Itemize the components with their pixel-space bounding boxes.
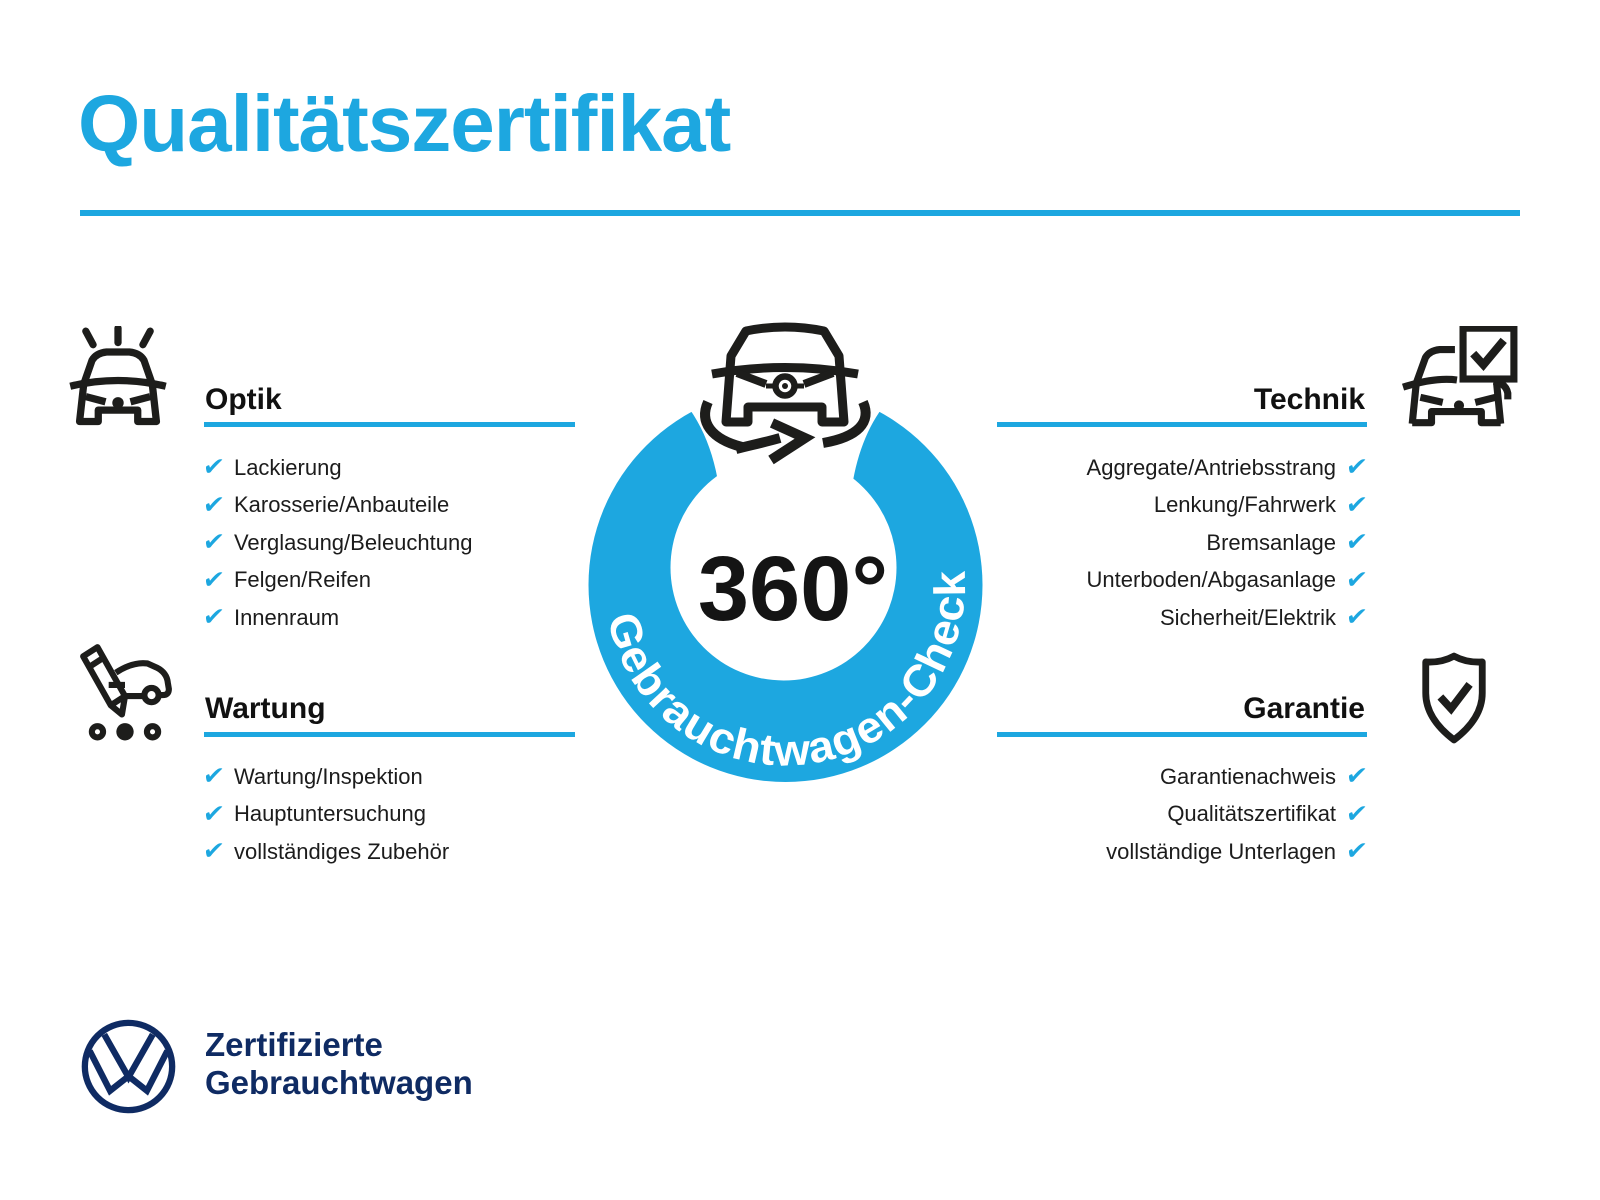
check-icon: ✔ bbox=[1344, 762, 1370, 791]
check-icon: ✔ bbox=[201, 799, 226, 828]
technik-checklist: ✔ Aggregate/Antriebsstrang ✔ Lenkung/Fah… bbox=[1086, 449, 1370, 637]
section-title-optik: Optik bbox=[205, 383, 282, 416]
checklist-item: ✔ Unterboden/Abgasanlage bbox=[1086, 562, 1370, 600]
check-icon: ✔ bbox=[1344, 490, 1370, 519]
check-icon: ✔ bbox=[1344, 565, 1370, 594]
shield-check-icon bbox=[1422, 652, 1486, 744]
footer-brand-text: Zertifizierte Gebrauchtwagen bbox=[205, 1026, 473, 1102]
checklist-label: Felgen/Reifen bbox=[233, 567, 371, 593]
checklist-item: ✔ vollständiges Zubehör bbox=[201, 833, 450, 871]
rotation-arrow-icon bbox=[700, 399, 871, 465]
checklist-label: Lenkung/Fahrwerk bbox=[1153, 492, 1337, 518]
checklist-item: ✔ Qualitätszertifikat bbox=[1167, 796, 1370, 834]
checklist-item: ✔ Sicherheit/Elektrik bbox=[1159, 599, 1370, 637]
check-icon: ✔ bbox=[1344, 603, 1370, 632]
footer-line1: Zertifizierte bbox=[205, 1026, 383, 1063]
section-divider-wartung bbox=[204, 732, 575, 737]
section-divider-optik bbox=[204, 422, 575, 427]
checklist-label: Aggregate/Antriebsstrang bbox=[1086, 454, 1337, 480]
check-icon: ✔ bbox=[201, 762, 226, 791]
section-title-wartung: Wartung bbox=[205, 692, 326, 725]
checklist-item: ✔ Felgen/Reifen bbox=[201, 562, 472, 600]
check-icon: ✔ bbox=[201, 528, 226, 557]
section-title-technik: Technik bbox=[1253, 383, 1365, 416]
checklist-label: Bremsanlage bbox=[1206, 529, 1337, 555]
section-divider-garantie bbox=[997, 732, 1367, 737]
shiny-car-icon bbox=[69, 326, 167, 426]
section-title-garantie: Garantie bbox=[1243, 692, 1365, 725]
center-badge-360: Gebrauchtwagen-Check 360° bbox=[588, 322, 983, 782]
checklist-label: Karosserie/Anbauteile bbox=[233, 492, 450, 518]
checklist-item: ✔ Innenraum bbox=[201, 599, 472, 637]
car-front-icon bbox=[711, 322, 859, 427]
checklist-label: Innenraum bbox=[233, 604, 340, 630]
checklist-item: ✔ Lackierung bbox=[201, 449, 472, 487]
checklist-item: ✔ Lenkung/Fahrwerk bbox=[1153, 487, 1370, 525]
checklist-item: ✔ Hauptuntersuchung bbox=[201, 796, 449, 834]
title-divider bbox=[80, 210, 1520, 216]
checklist-label: Hauptuntersuchung bbox=[233, 801, 426, 827]
check-icon: ✔ bbox=[1344, 453, 1370, 482]
checklist-item: ✔ vollständige Unterlagen bbox=[1106, 833, 1370, 871]
checklist-item: ✔ Garantienachweis bbox=[1159, 758, 1370, 796]
check-icon: ✔ bbox=[1344, 837, 1370, 866]
garantie-checklist: ✔ Garantienachweis ✔ Qualitätszertifikat… bbox=[1106, 758, 1370, 871]
checklist-label: Qualitätszertifikat bbox=[1167, 801, 1337, 827]
degree-label: 360° bbox=[698, 538, 888, 640]
wartung-checklist: ✔ Wartung/Inspektion ✔ Hauptuntersuchung… bbox=[201, 758, 450, 871]
page-title: Qualitätszertifikat bbox=[78, 79, 731, 168]
checklist-item: ✔ Karosserie/Anbauteile bbox=[201, 487, 472, 525]
check-icon: ✔ bbox=[201, 565, 226, 594]
check-icon: ✔ bbox=[1344, 799, 1370, 828]
checklist-item: ✔ Bremsanlage bbox=[1206, 524, 1370, 562]
checklist-label: Verglasung/Beleuchtung bbox=[233, 529, 473, 555]
optik-checklist: ✔ Lackierung ✔ Karosserie/Anbauteile ✔ V… bbox=[201, 449, 473, 637]
check-icon: ✔ bbox=[201, 453, 226, 482]
check-icon: ✔ bbox=[201, 837, 226, 866]
check-icon: ✔ bbox=[1344, 528, 1370, 557]
section-divider-technik bbox=[997, 422, 1367, 427]
checklist-label: Unterboden/Abgasanlage bbox=[1086, 567, 1337, 593]
checklist-item: ✔ Aggregate/Antriebsstrang bbox=[1086, 449, 1370, 487]
checklist-item: ✔ Wartung/Inspektion bbox=[201, 758, 449, 796]
check-icon: ✔ bbox=[201, 603, 226, 632]
car-checkbox-icon bbox=[1401, 326, 1518, 427]
check-icon: ✔ bbox=[201, 490, 226, 519]
checklist-label: vollständige Unterlagen bbox=[1106, 838, 1337, 864]
checklist-item: ✔ Verglasung/Beleuchtung bbox=[201, 524, 473, 562]
service-pencil-car-icon bbox=[80, 644, 172, 741]
checklist-label: Wartung/Inspektion bbox=[233, 763, 423, 789]
checklist-label: Garantienachweis bbox=[1159, 763, 1337, 789]
checklist-label: Sicherheit/Elektrik bbox=[1159, 604, 1337, 630]
footer-line2: Gebrauchtwagen bbox=[205, 1064, 473, 1101]
checklist-label: vollständiges Zubehör bbox=[233, 838, 450, 864]
checklist-label: Lackierung bbox=[233, 454, 342, 480]
vw-logo bbox=[81, 1019, 176, 1114]
